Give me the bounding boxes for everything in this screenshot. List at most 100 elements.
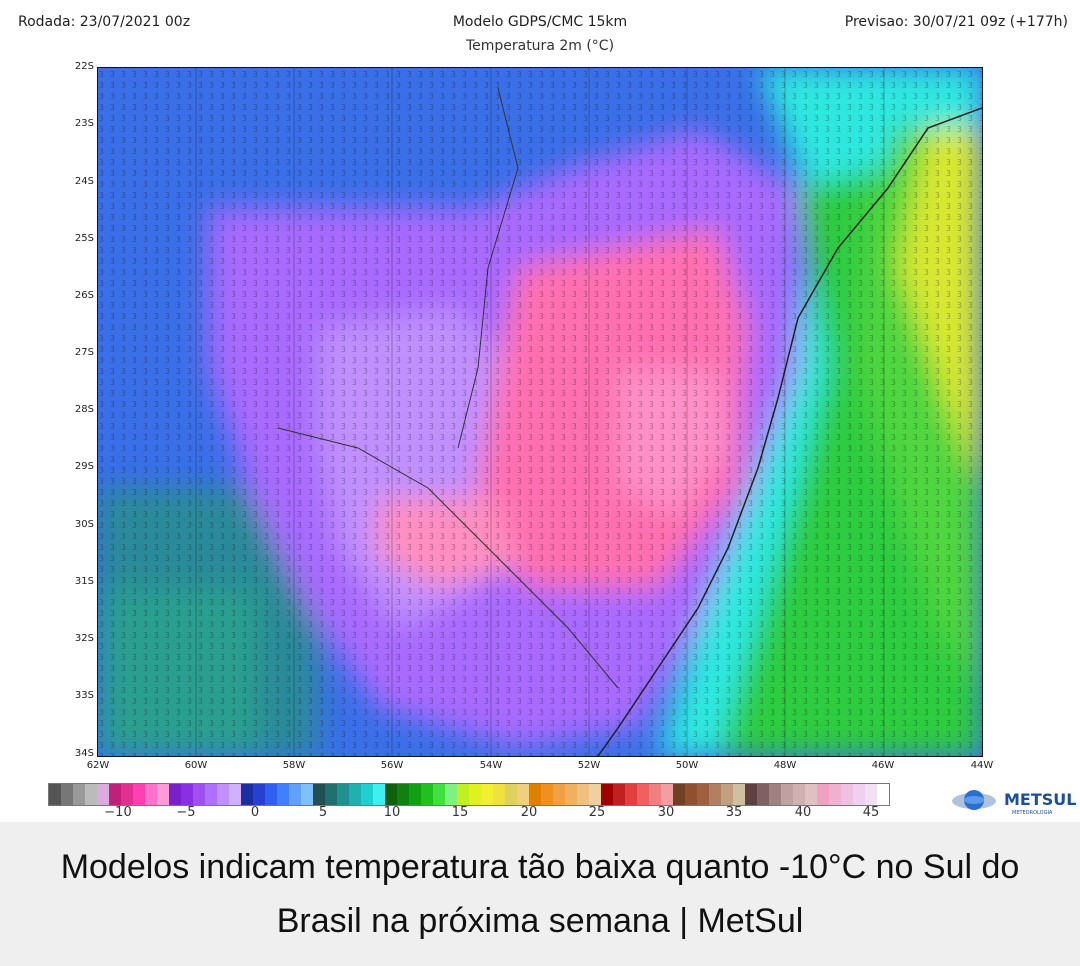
lat-label: 22S <box>74 61 94 72</box>
colorbar-swatch <box>877 784 889 805</box>
colorbar-swatch <box>397 784 409 805</box>
variable-subtitle: Temperatura 2m (°C) <box>465 38 615 54</box>
lon-label: 48W <box>773 760 797 771</box>
lon-label: 44W <box>970 760 994 771</box>
colorbar-swatch <box>637 784 649 805</box>
lat-label: 26S <box>74 290 94 301</box>
colorbar-tick-label: 35 <box>725 805 743 820</box>
caption-text: Modelos indicam temperatura tão baixa qu… <box>60 848 1020 940</box>
lon-label: 54W <box>479 760 503 771</box>
colorbar-swatch <box>445 784 457 805</box>
lon-label: 46W <box>871 760 895 771</box>
colorbar-swatch <box>457 784 469 805</box>
lat-label: 27S <box>74 347 94 358</box>
colorbar-tick-label: −10 <box>104 805 132 820</box>
colorbar-swatch <box>61 784 73 805</box>
colorbar-tick-label: 20 <box>520 805 538 820</box>
colorbar-swatch <box>241 784 253 805</box>
colorbar-swatch <box>277 784 289 805</box>
lat-label: 33S <box>74 690 94 701</box>
colorbar-swatch <box>49 784 61 805</box>
colorbar-swatch <box>613 784 625 805</box>
colorbar-swatch <box>121 784 133 805</box>
lon-label: 58W <box>282 760 306 771</box>
colorbar-swatch <box>853 784 865 805</box>
colorbar-swatch <box>193 784 205 805</box>
colorbar-swatch <box>685 784 697 805</box>
colorbar-swatch <box>145 784 157 805</box>
colorbar-swatch <box>601 784 613 805</box>
caption-bar: Modelos indicam temperatura tão baixa qu… <box>0 822 1080 966</box>
colorbar-tick-label: 0 <box>250 805 260 820</box>
colorbar-swatch <box>181 784 193 805</box>
logo-subtext: METEOROLOGIA <box>1012 810 1053 816</box>
lon-label: 60W <box>184 760 208 771</box>
colorbar-swatch <box>85 784 97 805</box>
colorbar-swatch <box>325 784 337 805</box>
colorbar-swatch <box>157 784 169 805</box>
colorbar-swatch <box>541 784 553 805</box>
colorbar-swatch <box>337 784 349 805</box>
model-title: Modelo GDPS/CMC 15km <box>452 14 628 30</box>
temperature-colorbar <box>48 783 890 806</box>
colorbar-swatch <box>733 784 745 805</box>
colorbar-swatch <box>409 784 421 805</box>
colorbar-tick-label: 25 <box>588 805 606 820</box>
lat-label: 30S <box>74 519 94 530</box>
lon-label: 50W <box>675 760 699 771</box>
colorbar-tick-label: −5 <box>176 805 196 820</box>
colorbar-swatch <box>553 784 565 805</box>
colorbar-swatch <box>301 784 313 805</box>
colorbar-swatch <box>709 784 721 805</box>
colorbar-swatch <box>841 784 853 805</box>
colorbar-swatch <box>829 784 841 805</box>
colorbar-swatch <box>289 784 301 805</box>
colorbar-swatch <box>529 784 541 805</box>
colorbar-swatch <box>433 784 445 805</box>
lat-label: 28S <box>74 404 94 415</box>
colorbar-swatch <box>805 784 817 805</box>
colorbar-swatch <box>217 784 229 805</box>
colorbar-swatch <box>625 784 637 805</box>
colorbar-tick-label: 5 <box>318 805 328 820</box>
temperature-map: 3 <box>97 67 983 757</box>
lat-label: 34S <box>74 748 94 759</box>
lon-label: 56W <box>380 760 404 771</box>
colorbar-swatch <box>421 784 433 805</box>
colorbar-swatch <box>865 784 877 805</box>
colorbar-swatch <box>721 784 733 805</box>
colorbar-swatch <box>673 784 685 805</box>
colorbar-swatch <box>73 784 85 805</box>
lon-label: 52W <box>577 760 601 771</box>
colorbar-swatch <box>757 784 769 805</box>
colorbar-tick-label: 10 <box>383 805 401 820</box>
colorbar-swatch <box>313 784 325 805</box>
lon-label: 62W <box>86 760 110 771</box>
lat-label: 24S <box>74 176 94 187</box>
colorbar-tick-label: 40 <box>794 805 812 820</box>
lat-label: 29S <box>74 461 94 472</box>
colorbar-swatch <box>385 784 397 805</box>
colorbar-swatch <box>769 784 781 805</box>
colorbar-swatch <box>349 784 361 805</box>
forecast-time-label: Previsao: 30/07/21 09z (+177h) <box>844 14 1068 30</box>
colorbar-swatch <box>505 784 517 805</box>
colorbar-swatch <box>133 784 145 805</box>
colorbar-swatch <box>781 784 793 805</box>
temperature-field: 3 <box>98 68 982 756</box>
colorbar-swatch <box>793 784 805 805</box>
value-grid <box>98 68 982 756</box>
lat-label: 32S <box>74 633 94 644</box>
colorbar-swatch <box>109 784 121 805</box>
colorbar-swatch <box>745 784 757 805</box>
lat-label: 23S <box>74 118 94 129</box>
colorbar-swatch <box>589 784 601 805</box>
colorbar-swatch <box>577 784 589 805</box>
colorbar-swatch <box>361 784 373 805</box>
globe-icon <box>952 790 996 810</box>
colorbar-swatch <box>493 784 505 805</box>
logo-text: METSUL <box>1004 790 1076 809</box>
colorbar-swatch <box>97 784 109 805</box>
colorbar-swatch <box>697 784 709 805</box>
colorbar-swatch <box>649 784 661 805</box>
